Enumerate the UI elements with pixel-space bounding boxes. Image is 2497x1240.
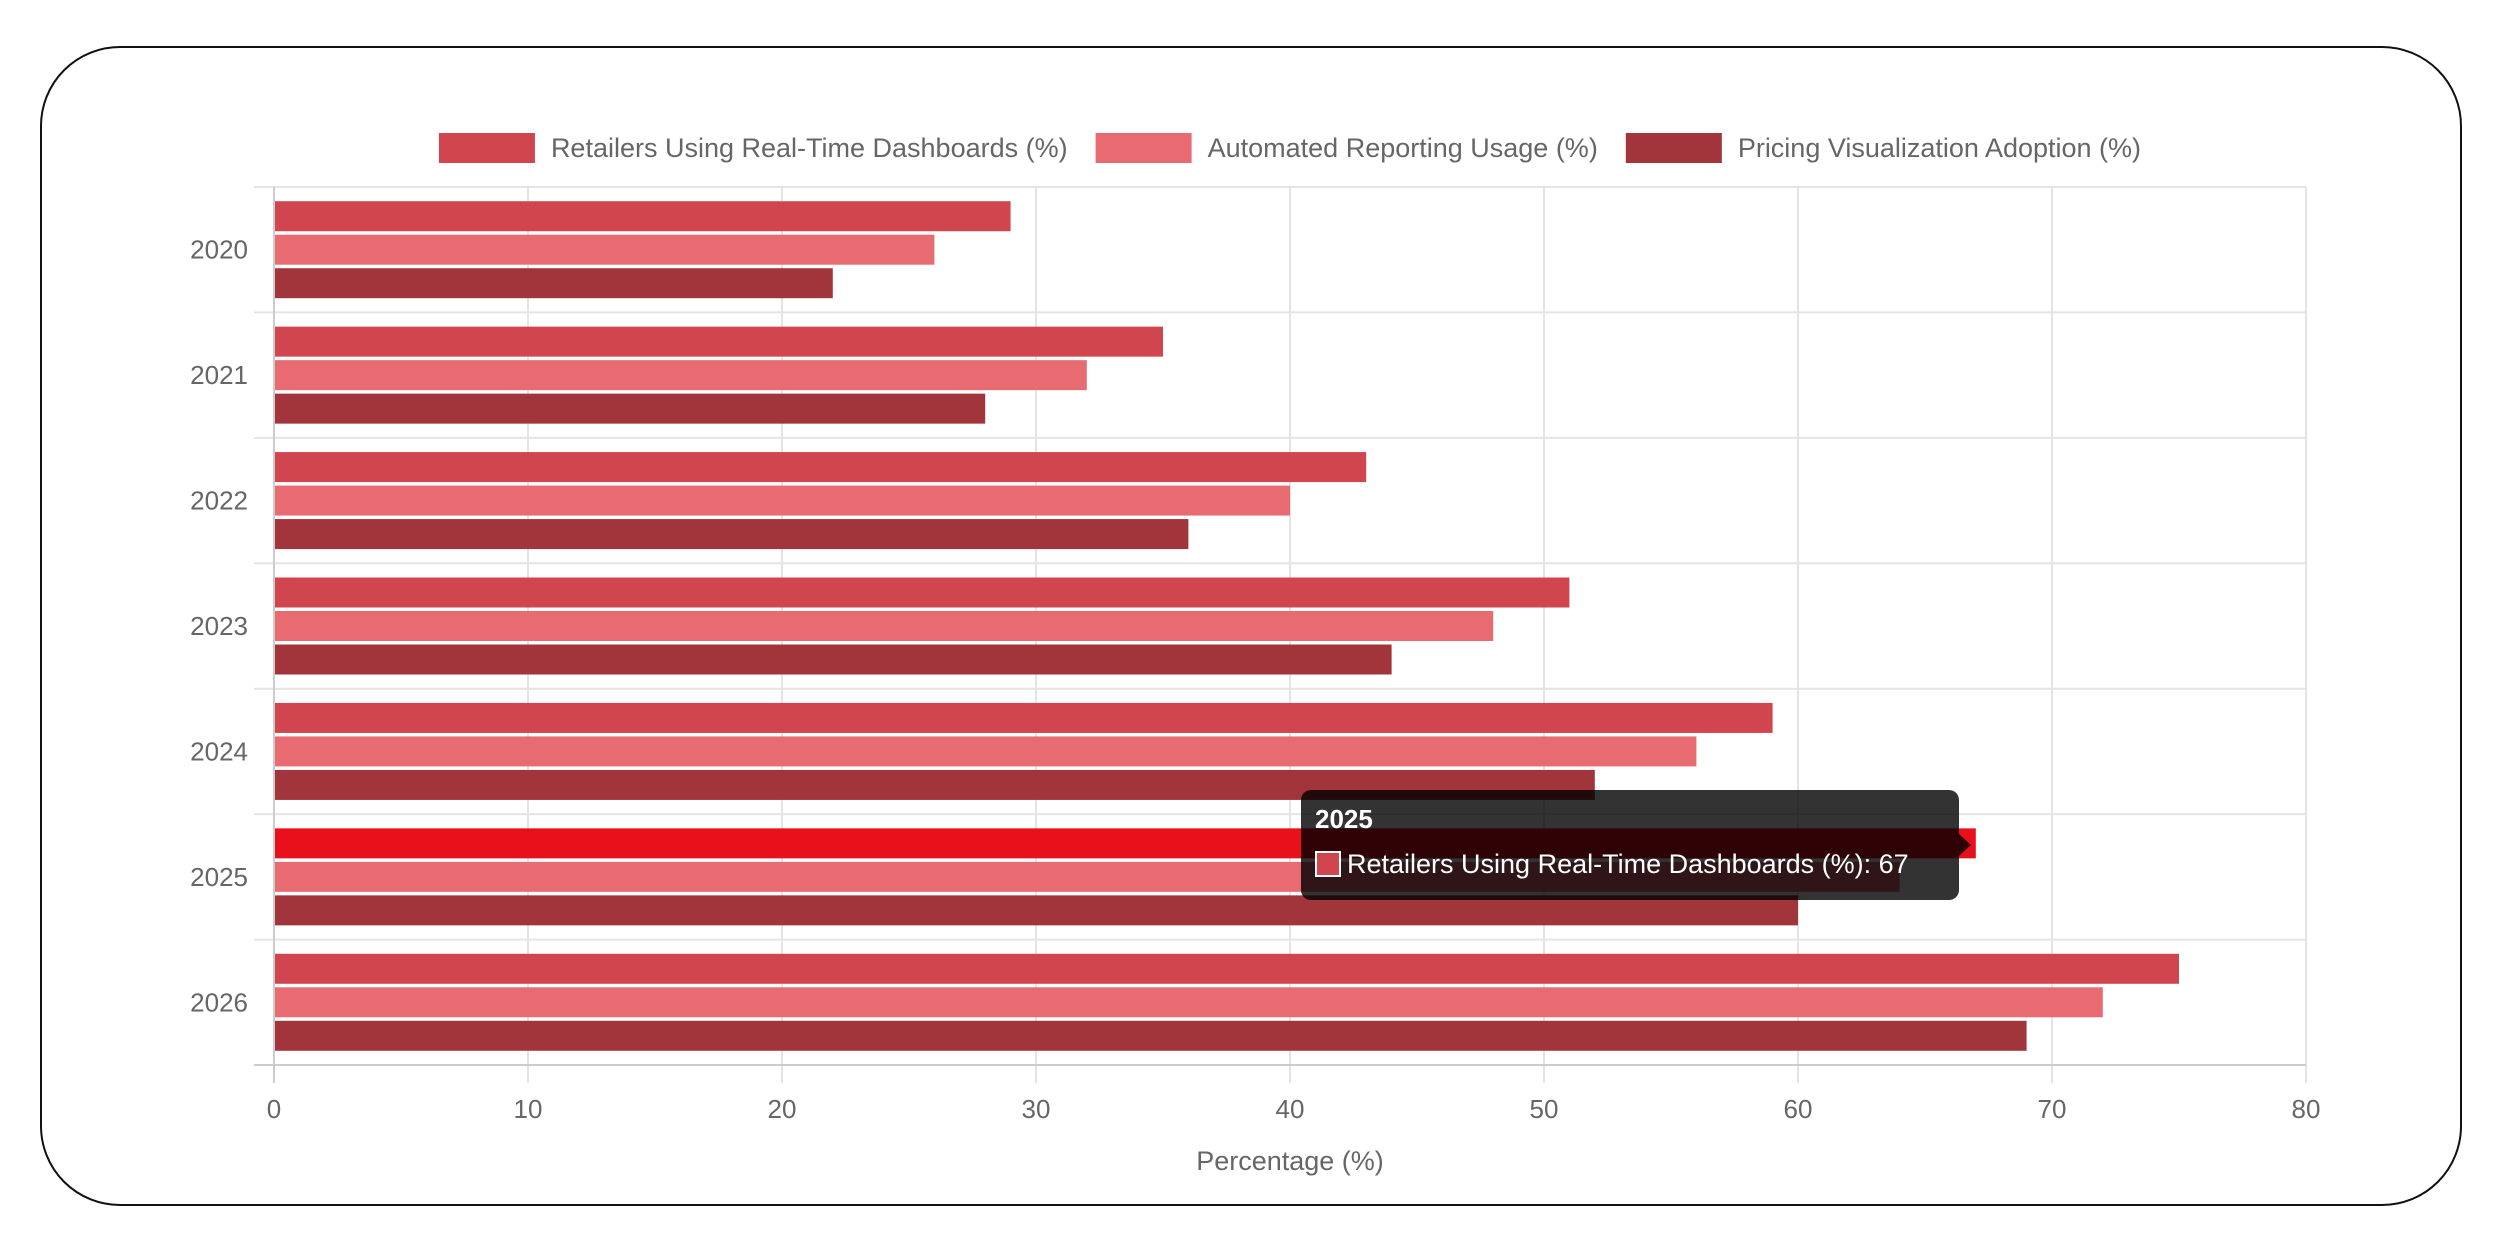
x-tick-label: 40 (1276, 1094, 1305, 1124)
y-tick-label: 2025 (190, 862, 248, 892)
legend-swatch (438, 133, 535, 163)
y-tick-label: 2022 (190, 486, 248, 516)
bar (275, 577, 1570, 608)
bar (275, 234, 935, 265)
y-tick-label: 2020 (190, 235, 248, 265)
legend-label: Pricing Visualization Adoption (%) (1738, 133, 2141, 163)
bar (275, 644, 1392, 675)
legend-label: Retailers Using Real-Time Dashboards (%) (551, 133, 1068, 163)
bar (275, 736, 1697, 767)
x-tick-label: 60 (1784, 1094, 1813, 1124)
bar (275, 360, 1087, 391)
x-tick-label: 80 (2292, 1094, 2321, 1124)
bar (275, 1020, 2027, 1051)
bar (275, 326, 1163, 357)
tooltip: 2025 Retailers Using Real-Time Dashboard… (1301, 790, 1959, 900)
y-tick-label: 2026 (190, 987, 248, 1017)
x-tick-label: 20 (768, 1094, 797, 1124)
bar (275, 987, 2103, 1018)
bar (275, 519, 1189, 550)
bar (275, 895, 1798, 926)
y-tick-label: 2021 (190, 360, 248, 390)
legend-swatch (1625, 133, 1722, 163)
tooltip-row: Retailers Using Real-Time Dashboards (%)… (1315, 848, 1945, 880)
bar (275, 393, 986, 424)
x-tick-label: 30 (1022, 1094, 1051, 1124)
x-axis-title: Percentage (%) (1196, 1146, 1384, 1176)
x-tick-label: 0 (267, 1094, 281, 1124)
tooltip-title: 2025 (1315, 804, 1373, 834)
y-tick-label: 2023 (190, 611, 248, 641)
tooltip-swatch (1315, 851, 1341, 877)
x-tick-label: 50 (1530, 1094, 1559, 1124)
bar (275, 611, 1494, 641)
bar (275, 452, 1367, 483)
legend-swatch (1095, 133, 1192, 163)
bar (275, 485, 1290, 516)
bar (275, 702, 1773, 733)
legend-label: Automated Reporting Usage (%) (1208, 133, 1598, 163)
x-tick-label: 10 (514, 1094, 543, 1124)
x-tick-label: 70 (2038, 1094, 2067, 1124)
tooltip-label: Retailers Using Real-Time Dashboards (%)… (1347, 849, 1909, 879)
tooltip-caret (1959, 834, 1971, 856)
bar (275, 201, 1011, 232)
y-tick-label: 2024 (190, 736, 248, 766)
bar (275, 268, 833, 299)
bar (275, 953, 2179, 984)
